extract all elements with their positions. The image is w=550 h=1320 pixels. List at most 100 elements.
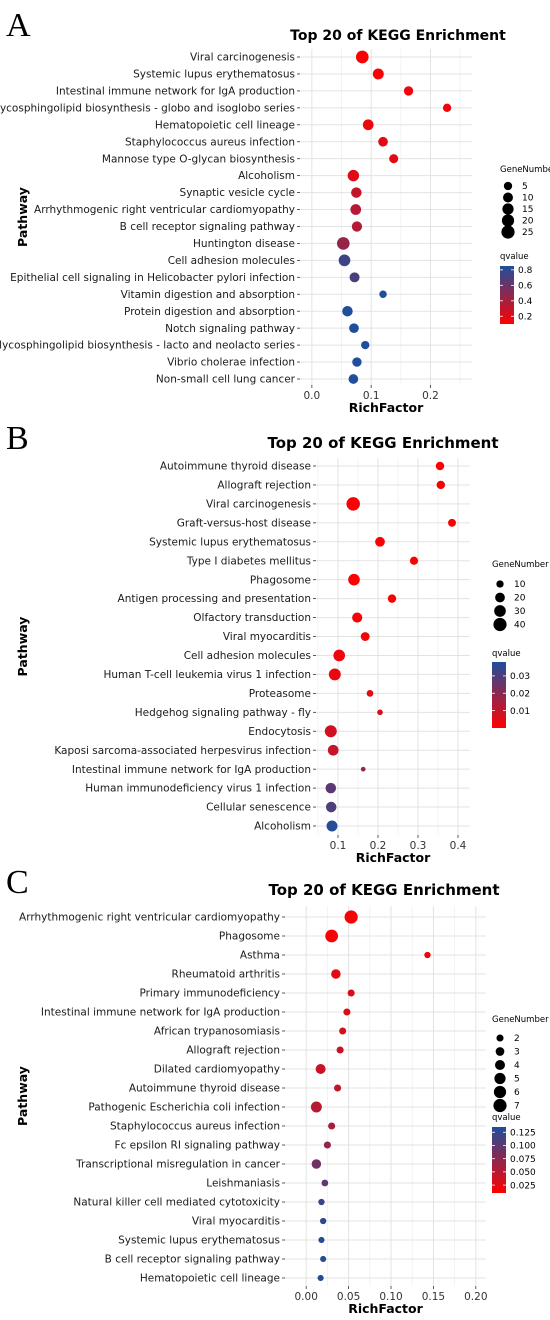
y-tick-label: Graft-versus-host disease	[177, 517, 311, 529]
size-legend-label: 2	[514, 1034, 520, 1044]
size-legend-label: 25	[522, 228, 533, 238]
size-legend: GeneNumber 2 3 4 5 6 7	[492, 1015, 549, 1113]
data-point	[336, 237, 350, 250]
y-tick-label: B cell receptor signaling pathway	[105, 1254, 280, 1266]
grid	[316, 458, 470, 835]
size-legend-label: 20	[514, 594, 526, 604]
data-point	[372, 68, 384, 80]
data-point	[318, 1236, 325, 1244]
y-tick-label: Alcoholism	[254, 821, 311, 833]
size-legend-label: 7	[514, 1102, 520, 1112]
size-legend-label: 5	[522, 182, 528, 192]
colorbar-label: 0.02	[510, 689, 530, 699]
y-tick-label: Human T-cell leukemia virus 1 infection	[103, 669, 311, 681]
data-point	[338, 254, 351, 267]
data-point	[326, 820, 338, 832]
size-legend-dot	[493, 1098, 507, 1113]
y-tick-label: Protein digestion and absorption	[124, 306, 295, 318]
data-point	[343, 1008, 351, 1016]
data-point	[379, 290, 387, 298]
x-tick-label: 0.1	[330, 840, 347, 852]
data-point	[348, 374, 359, 384]
data-point	[403, 86, 414, 96]
size-legend-dot	[503, 192, 513, 203]
data-point	[328, 668, 341, 681]
y-tick-label: African trypanosomiasis	[154, 1026, 280, 1038]
size-legend-dot	[494, 1059, 506, 1071]
y-tick-label: Staphylococcus aureus infection	[125, 136, 295, 148]
data-point	[315, 1063, 326, 1075]
x-tick-label: 0.2	[422, 390, 439, 402]
data-point	[350, 204, 362, 215]
data-point	[387, 594, 397, 603]
size-legend-label: 3	[514, 1048, 520, 1058]
data-point	[324, 725, 337, 738]
data-point	[351, 187, 362, 198]
size-legend-dot	[493, 617, 507, 632]
size-legend-label: 20	[522, 217, 534, 227]
colorbar	[492, 1127, 506, 1193]
data-point	[360, 632, 370, 641]
data-point	[325, 929, 339, 943]
size-legend-title: GeneNumber	[492, 1015, 549, 1025]
data-point	[321, 1179, 329, 1187]
data-point	[328, 1122, 336, 1130]
y-tick-label: Dilated cardiomyopathy	[154, 1064, 280, 1076]
size-legend-label: 5	[514, 1075, 520, 1085]
size-legend-dot	[501, 225, 515, 239]
y-tick-label: Intestinal immune network for IgA produc…	[72, 764, 311, 776]
colorbar-label: 0.025	[510, 1181, 536, 1191]
y-tick-label: Non-small cell lung cancer	[156, 374, 296, 386]
x-tick-label: 0.1	[363, 390, 380, 402]
size-legend-dot	[495, 592, 505, 603]
y-tick-labels: Autoimmune thyroid disease Allograft reje…	[54, 461, 316, 833]
y-tick-label: Antigen processing and presentation	[118, 593, 311, 605]
y-tick-labels: Arrhythmogenic right ventricular cardiom…	[19, 912, 285, 1285]
y-axis-title: Pathway	[15, 1066, 30, 1126]
y-tick-label: Allograft rejection	[186, 1045, 280, 1057]
colorbar-label: 0.4	[518, 297, 533, 307]
size-legend-label: 10	[514, 580, 526, 590]
size-legend-dot	[501, 214, 515, 227]
size-legend-title: GeneNumber	[492, 560, 549, 570]
chart-title: Top 20 of KEGG Enrichment	[267, 434, 498, 452]
data-point	[366, 690, 374, 697]
grid	[285, 906, 486, 1286]
x-tick-label: 0.4	[450, 840, 467, 852]
colorbar-label: 0.6	[518, 282, 533, 292]
y-tick-label: Fc epsilon RI signaling pathway	[115, 1140, 280, 1152]
data-point	[342, 305, 353, 317]
y-tick-label: Huntington disease	[193, 238, 295, 250]
x-ticks: 0.00 0.05 0.10 0.15 0.20	[295, 1286, 488, 1303]
panel-a: A Top 20 of KEGG Enrichment Viral carcinog…	[0, 7, 550, 415]
data-point	[339, 1027, 347, 1035]
size-legend-label: 15	[522, 205, 533, 215]
x-tick-label: 0.20	[464, 1291, 487, 1303]
data-point	[346, 497, 360, 511]
data-point	[323, 1141, 331, 1149]
size-legend-dot	[494, 1072, 506, 1085]
data-point	[352, 612, 363, 623]
colorbar-label: 0.075	[510, 1155, 536, 1165]
data-point	[349, 323, 359, 333]
data-point	[362, 119, 374, 131]
y-tick-label: Viral carcinogenesis	[206, 498, 311, 510]
data-point	[361, 340, 370, 350]
size-legend-dot	[503, 181, 513, 191]
x-tick-label: 0.3	[410, 840, 427, 852]
data-point	[336, 1046, 344, 1054]
data-point	[375, 536, 385, 547]
y-tick-label: Autoimmune thyroid disease	[129, 1083, 280, 1095]
colorbar-label: 0.125	[510, 1128, 536, 1138]
data-point	[311, 1159, 322, 1169]
x-tick-label: 0.0	[304, 390, 321, 402]
size-legend-label: 30	[514, 607, 526, 617]
y-tick-label: Autoimmune thyroid disease	[160, 461, 311, 473]
data-point	[352, 357, 362, 367]
color-legend: qvalue 0.01 0.02 0.03	[492, 649, 530, 728]
y-tick-label: Vibrio cholerae infection	[167, 357, 295, 369]
y-axis-title: Pathway	[15, 187, 30, 247]
data-point	[325, 782, 337, 794]
y-tick-label: Systemic lupus erythematosus	[118, 1235, 280, 1247]
